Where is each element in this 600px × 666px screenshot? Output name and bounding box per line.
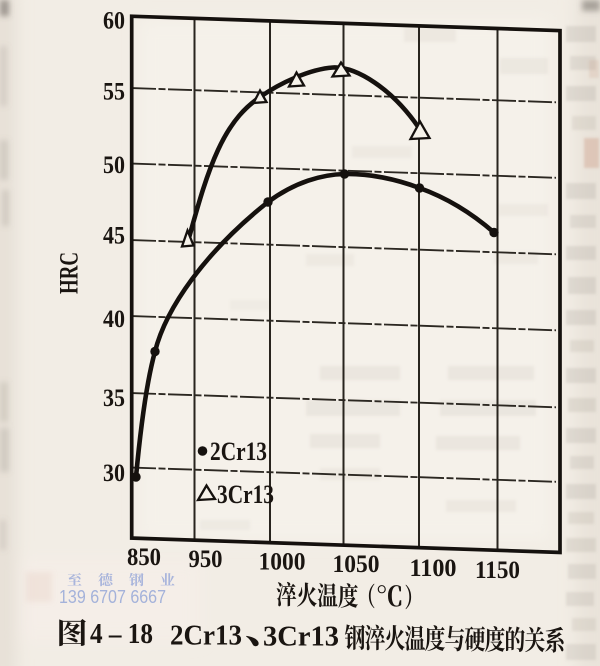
- svg-text:3Cr13: 3Cr13: [217, 480, 274, 509]
- svg-text:55: 55: [103, 79, 125, 106]
- svg-text:50: 50: [103, 152, 125, 179]
- svg-text:30: 30: [103, 460, 125, 487]
- svg-text:3Cr13: 3Cr13: [263, 622, 339, 653]
- svg-text:1150: 1150: [475, 557, 520, 584]
- svg-text:850: 850: [127, 544, 161, 571]
- svg-text:35: 35: [103, 385, 125, 412]
- svg-text:2Cr13: 2Cr13: [170, 621, 242, 652]
- svg-text:1000: 1000: [259, 549, 306, 576]
- svg-text:HRC: HRC: [55, 252, 84, 294]
- svg-text:139 6707 6667: 139 6707 6667: [59, 586, 166, 607]
- svg-text:1100: 1100: [410, 555, 457, 582]
- svg-text:2Cr13: 2Cr13: [210, 437, 267, 466]
- svg-text:60: 60: [103, 8, 125, 35]
- svg-text:4 – 18: 4 – 18: [90, 619, 153, 650]
- svg-text:40: 40: [103, 306, 125, 333]
- svg-text:45: 45: [103, 223, 125, 250]
- svg-text:950: 950: [189, 546, 223, 573]
- svg-text:1050: 1050: [333, 551, 380, 578]
